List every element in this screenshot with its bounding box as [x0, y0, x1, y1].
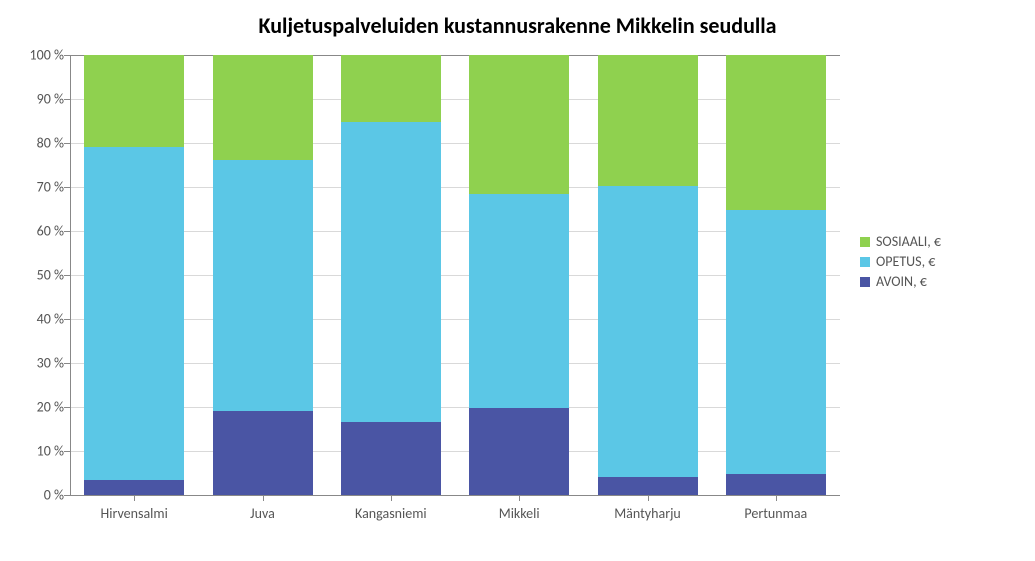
- grid-line: [70, 143, 840, 144]
- legend-item-avoin: AVOIN, €: [860, 273, 941, 290]
- grid-line: [70, 55, 840, 56]
- bar-segment-avoin: [213, 411, 313, 495]
- x-tick-mark: [134, 495, 135, 501]
- x-tick-label: Kangasniemi: [355, 505, 427, 522]
- x-tick-mark: [648, 495, 649, 501]
- legend-item-opetus: OPETUS, €: [860, 253, 941, 270]
- bar-group: [726, 55, 826, 495]
- y-tick-label: 10 %: [4, 443, 64, 460]
- y-tick-label: 100 %: [4, 47, 64, 64]
- y-tick-label: 40 %: [4, 311, 64, 328]
- y-tick-label: 20 %: [4, 399, 64, 416]
- y-tick-label: 70 %: [4, 179, 64, 196]
- bar-group: [84, 55, 184, 495]
- legend-label: AVOIN, €: [876, 273, 927, 290]
- bar-segment-avoin: [726, 474, 826, 495]
- bar-segment-sosiaali: [84, 55, 184, 147]
- grid-line: [70, 319, 840, 320]
- x-axis: [70, 495, 840, 496]
- legend: SOSIAALI, € OPETUS, € AVOIN, €: [860, 230, 941, 293]
- x-tick-mark: [519, 495, 520, 501]
- y-tick-label: 30 %: [4, 355, 64, 372]
- grid-line: [70, 99, 840, 100]
- bar-segment-sosiaali: [341, 55, 441, 122]
- grid-line: [70, 407, 840, 408]
- x-tick-label: Juva: [250, 505, 275, 522]
- x-tick-mark: [391, 495, 392, 501]
- bar-segment-opetus: [598, 186, 698, 478]
- legend-label: OPETUS, €: [876, 253, 935, 270]
- grid-line: [70, 363, 840, 364]
- bar-segment-avoin: [341, 422, 441, 495]
- legend-swatch: [860, 277, 870, 287]
- chart-container: Kuljetuspalveluiden kustannusrakenne Mik…: [0, 0, 1035, 561]
- legend-item-sosiaali: SOSIAALI, €: [860, 233, 941, 250]
- chart-title: Kuljetuspalveluiden kustannusrakenne Mik…: [0, 12, 1035, 39]
- x-tick-mark: [776, 495, 777, 501]
- grid-line: [70, 451, 840, 452]
- bar-segment-avoin: [598, 477, 698, 495]
- grid-line: [70, 187, 840, 188]
- x-tick-mark: [263, 495, 264, 501]
- grid-line: [70, 275, 840, 276]
- grid-line: [70, 231, 840, 232]
- bar-segment-opetus: [726, 210, 826, 474]
- y-axis: [70, 55, 71, 495]
- bar-segment-avoin: [469, 408, 569, 495]
- bar-segment-opetus: [469, 194, 569, 408]
- bar-segment-sosiaali: [469, 55, 569, 194]
- legend-label: SOSIAALI, €: [876, 233, 941, 250]
- y-tick-label: 50 %: [4, 267, 64, 284]
- x-tick-label: Hirvensalmi: [101, 505, 168, 522]
- bar-group: [213, 55, 313, 495]
- x-tick-label: Mikkeli: [499, 505, 540, 522]
- bar-segment-sosiaali: [213, 55, 313, 160]
- bar-segment-opetus: [341, 122, 441, 423]
- x-tick-label: Pertunmaa: [744, 505, 807, 522]
- y-tick-label: 80 %: [4, 135, 64, 152]
- bar-segment-sosiaali: [598, 55, 698, 186]
- bar-group: [341, 55, 441, 495]
- bar-segment-opetus: [213, 160, 313, 412]
- x-tick-label: Mäntyharju: [614, 505, 681, 522]
- legend-swatch: [860, 237, 870, 247]
- bar-segment-opetus: [84, 147, 184, 480]
- y-tick-label: 90 %: [4, 91, 64, 108]
- plot-area: [70, 55, 840, 495]
- y-tick-label: 60 %: [4, 223, 64, 240]
- bar-segment-sosiaali: [726, 55, 826, 210]
- bar-group: [598, 55, 698, 495]
- bar-group: [469, 55, 569, 495]
- y-tick-label: 0 %: [4, 487, 64, 504]
- bar-segment-avoin: [84, 480, 184, 495]
- legend-swatch: [860, 257, 870, 267]
